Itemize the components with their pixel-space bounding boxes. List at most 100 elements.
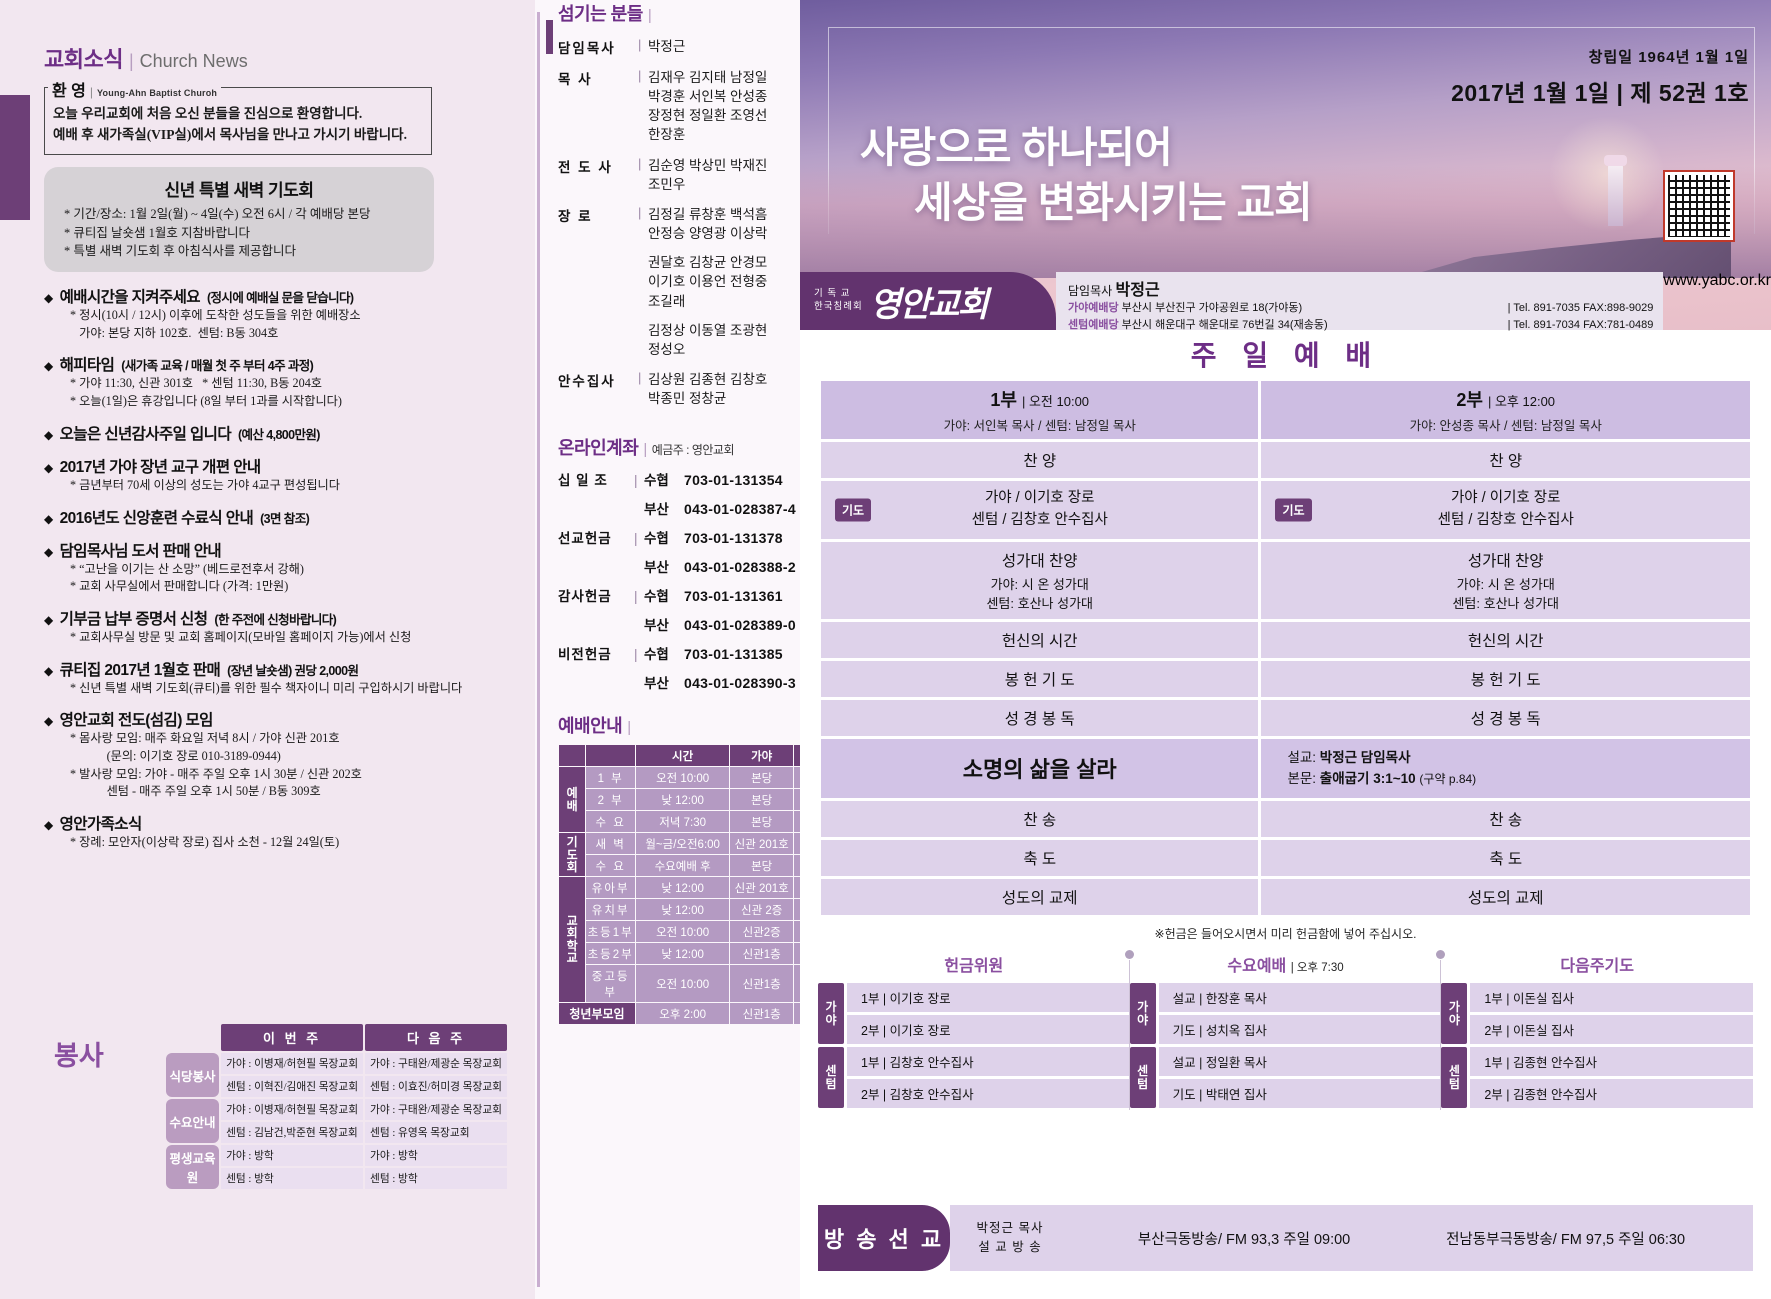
online-accounts-block: 온라인계좌 | 예금주 : 영안교회 십 일 조 | 수협 703-01-131354… [558,434,858,692]
announcement-heading: ◆ 영안교회 전도(섬김) 모임 [44,708,524,730]
volunteer-cell: 가야 : 방학 [365,1145,507,1166]
announcement-title: 2016년도 신앙훈련 수료식 안내 [59,509,254,527]
volunteer-row-label: 평생교육원 [166,1145,220,1189]
light-glow [1547,114,1667,234]
banner-slogan: 사랑으로 하나되어 세상을 변화시키는 교회 [860,120,1313,231]
servant-name-line: 장정현 정일환 조영선 [648,108,768,124]
prayer-line-1: 가야 / 이기호 장로 [984,490,1095,506]
announcement-detail: 센텀 - 매주 주일 오후 1시 50분 / B동 309호 [70,784,321,799]
service-header-cell: 1부 | 오전 10:00 가야: 서인복 목사 / 센텀: 남정일 목사 [821,381,1259,439]
info-box-grid: 가 야 센 텀 1부 | 이돈실 집사 2부 | 이돈실 집사 1부 | 김종현 안수집사 2… [1441,983,1754,1108]
worship-guide-name: 수 요 [586,811,635,833]
account-number: 043-01-028387-4 [684,501,796,518]
volunteer-cell: 가야 : 이병재/허현필 목장교회 [221,1099,364,1120]
worship-guide-place-gaya: 신관 201호 [730,877,794,899]
welcome-block: 환 영 | Young-Ahn Baptist Churoh 오늘 우리교회에 … [44,77,432,155]
account-label: 감사헌금 [558,589,612,605]
worship-guide-name: 새 벽 [586,833,635,855]
church-logo: 영안교회 [869,286,989,324]
volunteer-title: 봉사 [54,1041,104,1071]
announcement-suffix: (새가족 교육 / 매월 첫 주 부터 4주 과정) [121,359,314,374]
worship-guide-name: 유치부 [586,899,635,921]
worship-guide-name: 2 부 [586,789,635,811]
info-box-rows: 설교 | 한장훈 목사 기도 | 성치옥 집사 설교 | 정일환 목사 기도 | 박태… [1158,983,1442,1108]
info-box: 수요예배 | 오후 7:30 가 야 센 텀 설교 | 한장훈 목사 기도 | 성치옥 집사… [1124,950,1442,1110]
announcement-suffix: (정시에 예배실 문을 닫습니다) [206,291,354,306]
diamond-bullet-icon: ◆ [44,818,53,833]
service-leaders: 가야: 서인복 목사 / 센텀: 남정일 목사 [943,419,1136,433]
welcome-line-2: 예배 후 새가족실(VIP실)에서 목사님을 만나고 가시기 바랍니다. [53,126,407,142]
servant-separator: | [638,204,642,220]
diamond-bullet-icon: ◆ [44,427,53,442]
volunteer-column-header: 이 번 주 [221,1024,364,1051]
announcement-heading: ◆ 2016년도 신앙훈련 수료식 안내 (3면 참조) [44,506,524,528]
account-secondary-row: 부산 043-01-028389-0 [644,614,858,634]
devotion-cell: 헌신의 시간 [821,621,1259,658]
campus-2-address: 부산시 해운대구 해운대로 76번길 34(재송동) [1121,318,1328,331]
volunteer-row-label: 식당봉사 [166,1053,220,1097]
account-secondary-row: 부산 043-01-028387-4 [644,498,858,518]
hymn-cell: 찬 송 [821,800,1259,837]
column-divider-rule [537,12,540,1287]
publication-info: 창립일 1964년 1월 1일 2017년 1월 1일 | 제 52권 1호 [1451,46,1749,108]
announcement-heading: ◆ 영안가족소식 [44,812,524,834]
issue-number: 2017년 1월 1일 | 제 52권 1호 [1451,80,1749,106]
service-time: | 오전 10:00 [1021,394,1090,409]
divider-dot [1436,950,1446,959]
info-box-rows: 1부 | 이기호 장로 2부 | 이기호 장로 1부 | 김창호 안수집사 2부 | … [847,983,1130,1108]
announcement-suffix: (3면 참조) [260,511,310,526]
account-entry: 선교헌금 | 수협 703-01-131378 부산 043-01-028388-2 [558,527,858,576]
church-news-column: 교회소식 | Church News 환 영 | Young-Ahn Bapti… [44,0,524,863]
announcement-detail: * 신년 특별 새벽 기도회(큐티)를 위한 필수 책자이니 미리 구입하시기 … [70,680,463,695]
worship-guide-place-gaya: 본당 [730,811,794,833]
table-row: 센텀 : 김남건,박준현 목장교회 센텀 : 유영옥 목장교회 [166,1122,507,1143]
announcement-suffix: (한 주전에 신청바랍니다) [214,612,337,627]
masthead: 기 독 교 한국침례회 영안교회 담임목사 박정근 가야예배당 부산시 부산진구… [800,272,1771,331]
choir-line-1: 가야: 시 온 성가대 [990,576,1089,592]
scripture-cell: 성 경 봉 독 [821,699,1259,736]
announcement-item: ◆ 2017년 가야 장년 교구 개편 안내 * 금년부터 70세 이상의 성도는 … [44,455,524,495]
praise-cell: 찬 양 [1261,442,1750,478]
sunday-service-table: 1부 | 오전 10:00 가야: 서인복 목사 / 센텀: 남정일 목사 2부 |… [818,378,1753,918]
table-row: 소명의 삶을 살라 설교: 박정근 담임목사 본문: 출애굽기 3:1~10 (구약… [821,738,1750,798]
worship-guide-place-gaya: 신관 2증 [730,899,794,921]
volunteer-row-label: 수요안내 [166,1099,220,1143]
servant-separator: | [638,68,642,83]
devotion-cell: 헌신의 시간 [1261,621,1750,658]
servant-name-group: 권달호 김창균 안경모 이기호 이용언 전형중 조길래 [648,253,767,310]
account-bank: 부산 [644,618,669,634]
announcement-detail: * 장례: 모안자(이상락 장로) 집사 소천 - 12월 24일(토) [70,835,340,850]
table-row: 헌신의 시간 헌신의 시간 [821,621,1750,658]
website-url[interactable]: www.yabc.or.kr [1663,272,1771,289]
account-separator: | [634,647,638,663]
servant-names: 김상원 김종현 김창호 박종민 정창균 [648,370,767,408]
prayer-badge: 기도 [1275,498,1312,522]
worship-guide-name: 초등1부 [586,921,635,943]
account-secondary-row: 부산 043-01-028388-2 [644,556,858,576]
welcome-label: 환 영 | Young-Ahn Baptist Churoh [48,77,222,101]
table-row: 수요안내 가야 : 이병재/허현필 목장교회 가야 : 구태완/제광순 목장교회 [166,1099,507,1143]
announcement-heading: ◆ 큐티집 2017년 1월호 판매 (장년 날숏샘) 권당 2,000원 [44,658,524,680]
masthead-logo-block: 기 독 교 한국침례회 영안교회 [800,272,1056,330]
denomination-line-2: 한국침례회 [814,301,863,312]
volunteer-cell: 센텀 : 방학 [221,1168,364,1189]
table-row: 기도 가야 / 이기호 장로 센텀 / 김창호 안수집사 기도 가야 / 이기호 장로 센… [821,481,1750,539]
announcement-heading: ◆ 담임목사님 도서 판매 안내 [44,539,524,561]
slogan-line-2: 세상을 변화시키는 교회 [914,179,1313,227]
announcement-item: ◆ 영안가족소식 * 장례: 모안자(이상락 장로) 집사 소천 - 12월 24일… [44,812,524,852]
broadcast-block: 방 송 선 교 박정근 목사 설 교 방 송 부산극동방송/ FM 93,3 주… [818,1205,1753,1271]
qr-code[interactable] [1663,170,1735,242]
benediction-cell: 축 도 [1261,839,1750,876]
account-bank: 수협 [644,473,669,489]
broadcast-sublabel: 박정근 목사 설 교 방 송 [950,1205,1070,1271]
table-row: 센텀 : 방학 센텀 : 방학 [166,1168,507,1189]
denomination: 기 독 교 한국침례회 [814,288,863,314]
info-box-title: 다음주기도 [1560,958,1634,975]
info-box-row: 기도 | 박태연 집사 [1158,1079,1442,1108]
